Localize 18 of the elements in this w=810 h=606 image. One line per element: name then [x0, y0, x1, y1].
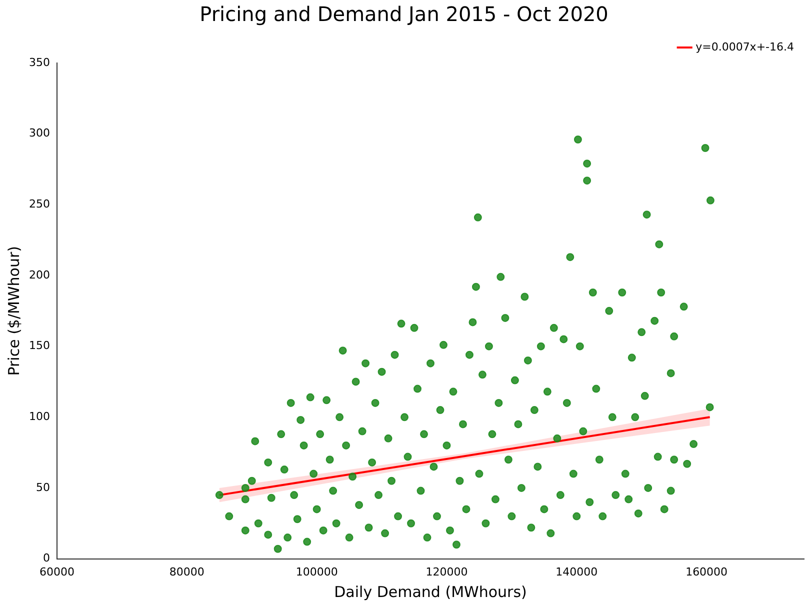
x-tick-label: 60000 — [39, 565, 74, 578]
y-tick-label: 100 — [28, 410, 50, 423]
x-tick-label: 140000 — [556, 565, 598, 578]
y-axis-title: Price ($/MWhour) — [4, 246, 23, 376]
chart-title: Pricing and Demand Jan 2015 - Oct 2020 — [200, 2, 608, 26]
x-axis-title: Daily Demand (MWhours) — [334, 582, 527, 601]
y-tick-label: 350 — [28, 56, 50, 69]
y-tick-label: 150 — [28, 339, 50, 352]
x-tick-label: 80000 — [169, 565, 204, 578]
y-tick-label: 300 — [28, 126, 50, 140]
y-tick-label: 0 — [42, 552, 50, 565]
x-tick-label: 160000 — [686, 565, 728, 578]
x-tick-label: 100000 — [296, 565, 338, 578]
y-tick-label: 200 — [28, 268, 50, 282]
y-tick-label: 250 — [28, 198, 50, 211]
legend-label: y=0.0007x+-16.4 — [696, 40, 794, 54]
x-tick-label: 120000 — [426, 565, 468, 578]
y-tick-label: 50 — [36, 480, 50, 494]
